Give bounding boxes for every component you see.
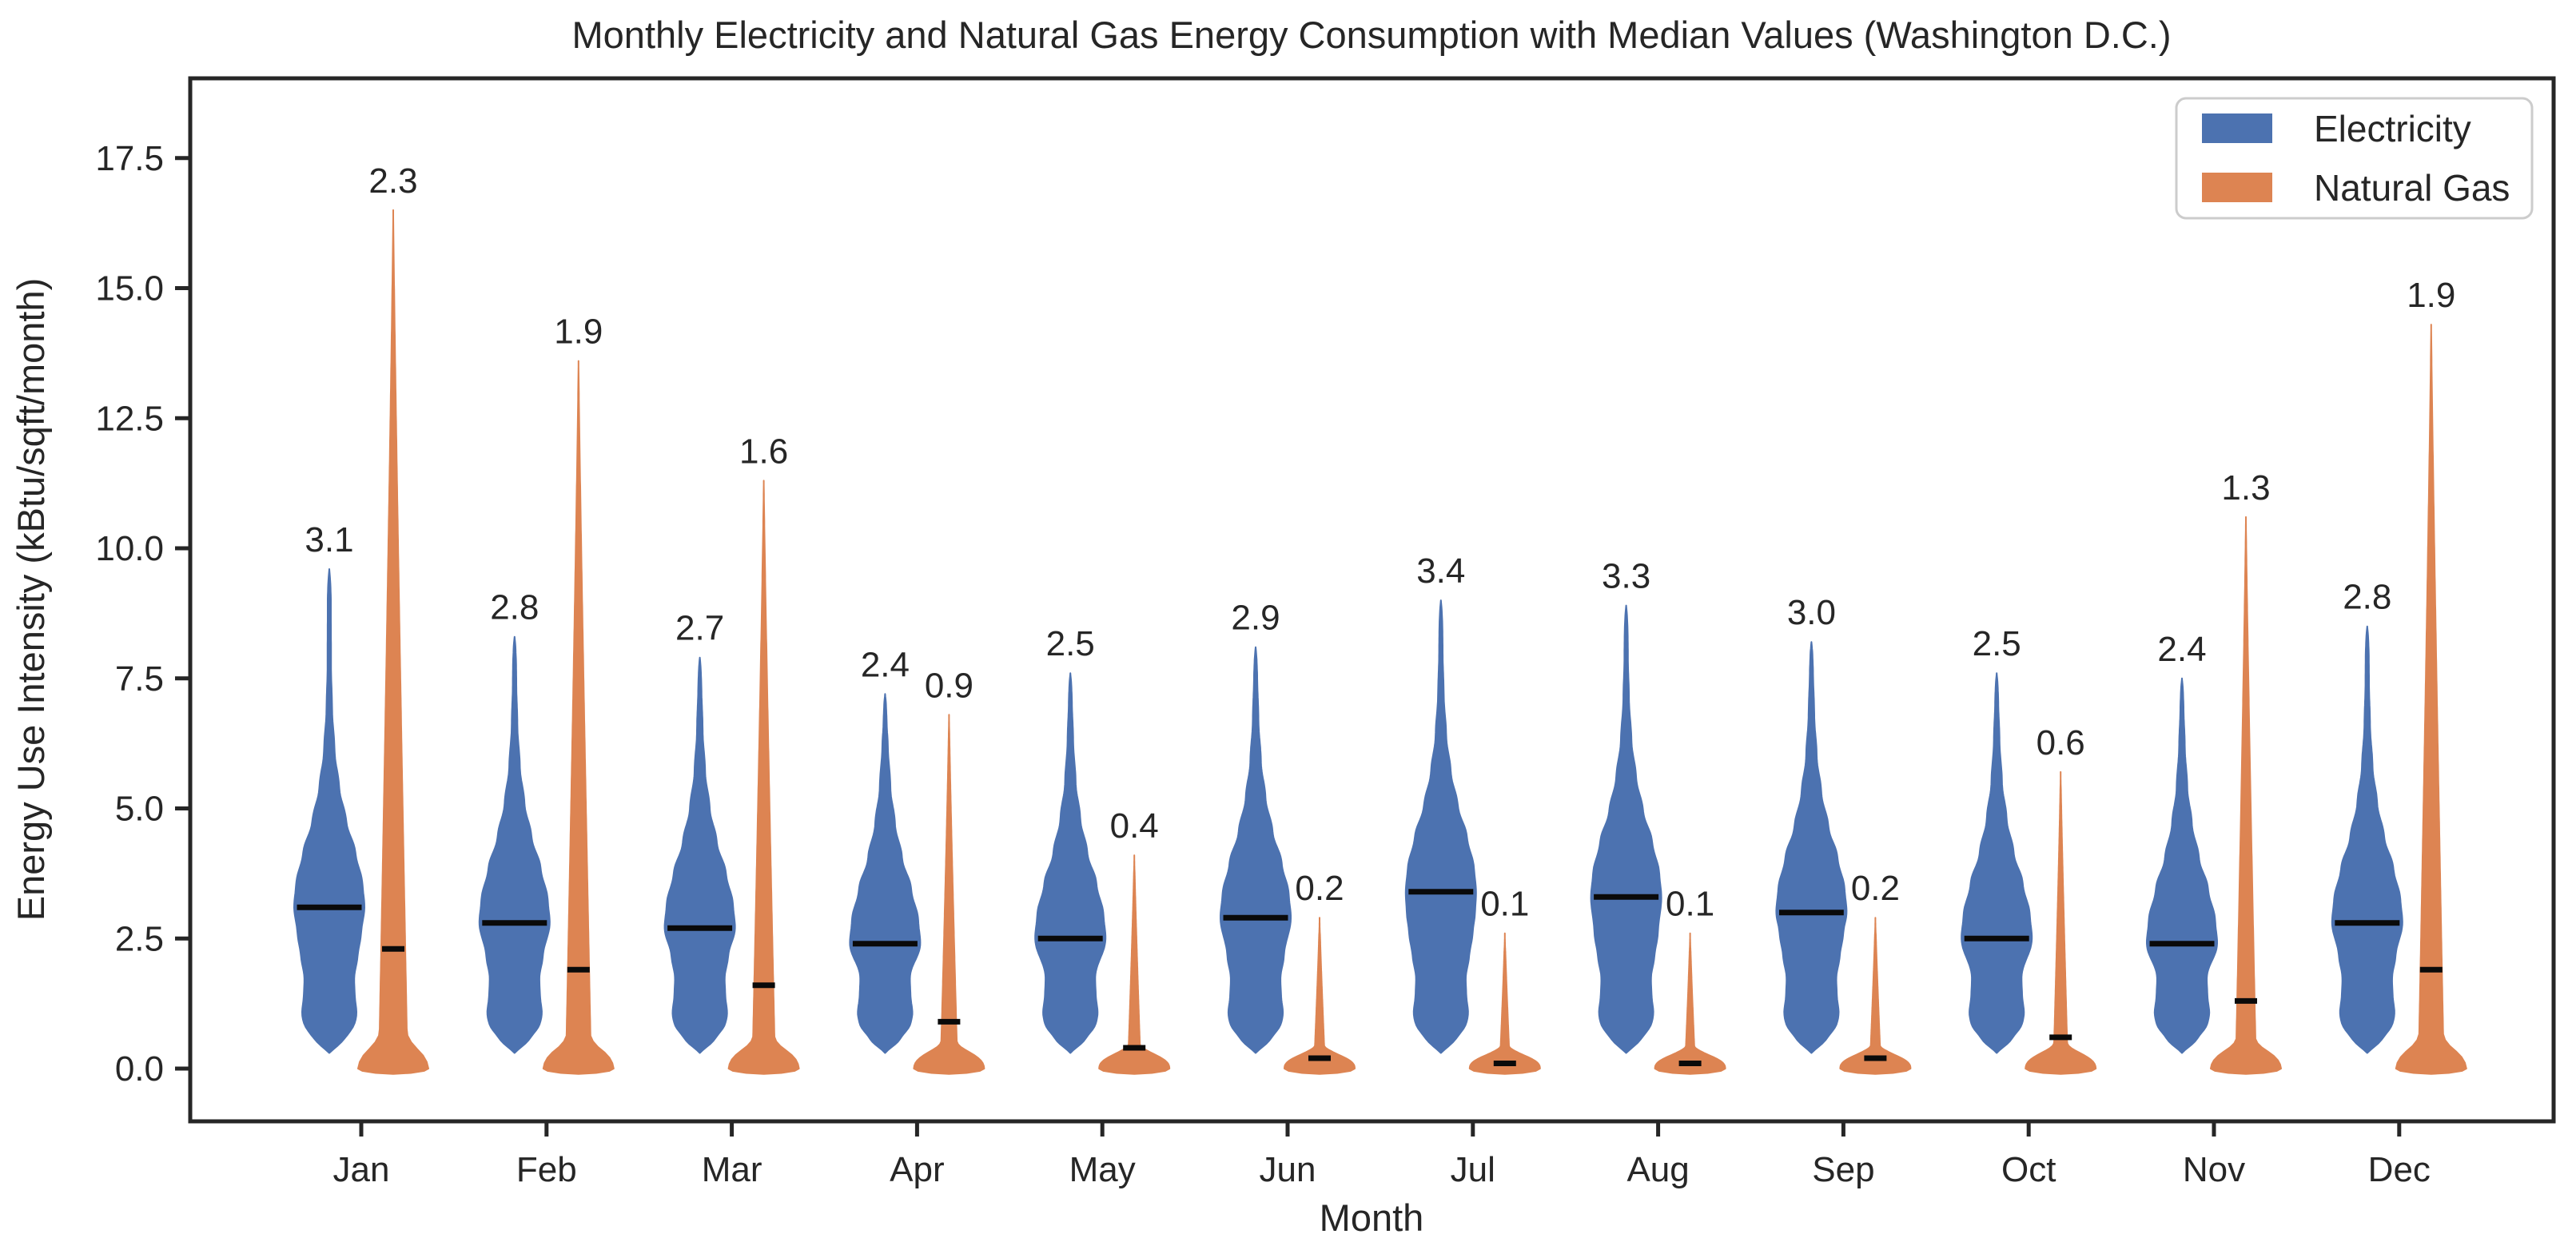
violin-electricity-feb [478, 635, 551, 1054]
violin-natural-gas-sep [1839, 917, 1912, 1075]
median-value-label-natural-gas-nov: 1.3 [2221, 468, 2270, 508]
y-tick-label-5.0: 5.0 [115, 790, 164, 829]
plot-frame [188, 76, 2556, 1124]
violin-natural-gas-aug [1654, 932, 1726, 1075]
median-value-label-natural-gas-feb: 1.9 [554, 313, 603, 352]
y-axis-label: Energy Use Intensity (kBtu/sqft/month) [10, 278, 52, 922]
median-value-label-natural-gas-jun: 0.2 [1295, 869, 1344, 908]
x-tick-label-jul: Jul [1451, 1150, 1495, 1189]
violin-electricity-mar [663, 656, 736, 1054]
x-tick-label-sep: Sep [1812, 1150, 1874, 1189]
median-value-label-natural-gas-sep: 0.2 [1851, 869, 1900, 908]
median-lines-layer [297, 889, 2443, 1066]
violin-natural-gas-nov [2210, 516, 2282, 1075]
median-value-label-natural-gas-mar: 1.6 [739, 432, 788, 471]
y-tick-label-7.5: 7.5 [115, 659, 164, 699]
violin-electricity-jul [1404, 599, 1477, 1054]
x-tick-label-apr: Apr [890, 1150, 944, 1189]
median-value-label-electricity-feb: 2.8 [490, 588, 539, 627]
x-tick-label-aug: Aug [1626, 1150, 1689, 1189]
y-tick-label-15.0: 15.0 [95, 269, 164, 309]
x-tick-label-may: May [1069, 1150, 1136, 1189]
violin-natural-gas-may [1098, 854, 1171, 1075]
chart-title: Monthly Electricity and Natural Gas Ener… [572, 14, 2172, 56]
median-value-label-electricity-jul: 3.4 [1416, 551, 1465, 591]
x-tick-label-jun: Jun [1260, 1150, 1316, 1189]
median-value-label-electricity-apr: 2.4 [861, 645, 910, 684]
legend-swatch-electricity [2202, 113, 2272, 143]
violin-natural-gas-dec [2395, 324, 2467, 1075]
violin-electricity-dec [2331, 625, 2403, 1054]
median-value-label-electricity-sep: 3.0 [1787, 593, 1836, 632]
median-value-label-natural-gas-aug: 0.1 [1666, 885, 1714, 924]
violin-electricity-jan [293, 568, 365, 1054]
median-value-label-natural-gas-jul: 0.1 [1480, 885, 1529, 924]
violin-electricity-oct [1961, 672, 2033, 1054]
violin-natural-gas-jul [1468, 932, 1541, 1075]
y-tick-label-0.0: 0.0 [115, 1049, 164, 1089]
median-value-label-natural-gas-oct: 0.6 [2037, 723, 2085, 762]
violin-natural-gas-apr [913, 714, 985, 1075]
x-tick-label-jan: Jan [333, 1150, 390, 1189]
legend-label-natural-gas: Natural Gas [2314, 167, 2510, 209]
x-tick-label-dec: Dec [2368, 1150, 2431, 1189]
violin-natural-gas-jun [1284, 917, 1356, 1075]
y-tick-label-2.5: 2.5 [115, 919, 164, 958]
legend-label-electricity: Electricity [2314, 108, 2471, 149]
median-value-label-electricity-jan: 3.1 [305, 520, 353, 559]
violin-electricity-nov [2146, 677, 2218, 1054]
median-value-label-electricity-jun: 2.9 [1231, 599, 1280, 638]
y-tick-label-10.0: 10.0 [95, 529, 164, 568]
y-tick-label-17.5: 17.5 [95, 139, 164, 178]
median-value-label-natural-gas-may: 0.4 [1110, 806, 1159, 846]
violin-electricity-apr [849, 693, 922, 1054]
x-tick-label-feb: Feb [516, 1150, 577, 1189]
violin-natural-gas-oct [2025, 770, 2097, 1075]
median-value-label-natural-gas-jan: 2.3 [368, 161, 417, 201]
violin-electricity-may [1034, 672, 1107, 1054]
median-value-labels-layer: 3.1 2.3 2.8 1.9 2.7 1.6 2.4 0.9 2.5 0.4 2.9 0.2 3.4 0… [305, 161, 2455, 924]
median-value-label-electricity-oct: 2.5 [1973, 624, 2021, 663]
violin-electricity-sep [1775, 641, 1848, 1054]
median-value-label-electricity-dec: 2.8 [2343, 578, 2391, 617]
median-value-label-natural-gas-dec: 1.9 [2407, 276, 2455, 315]
y-tick-label-12.5: 12.5 [95, 399, 164, 438]
legend-swatch-natural-gas [2202, 173, 2272, 202]
x-tick-label-mar: Mar [702, 1150, 762, 1189]
median-value-label-electricity-may: 2.5 [1046, 624, 1095, 663]
violins-layer [293, 209, 2467, 1075]
violin-natural-gas-mar [727, 480, 800, 1075]
violin-natural-gas-jan [357, 209, 429, 1075]
median-value-label-electricity-aug: 3.3 [1602, 557, 1650, 596]
violin-natural-gas-feb [542, 360, 615, 1075]
median-value-label-electricity-nov: 2.4 [2157, 630, 2206, 669]
x-tick-label-nov: Nov [2183, 1150, 2245, 1189]
x-tick-label-oct: Oct [2001, 1150, 2056, 1189]
violin-electricity-aug [1590, 604, 1662, 1054]
median-value-label-natural-gas-apr: 0.9 [925, 666, 973, 705]
x-axis-label: Month [1320, 1196, 1424, 1239]
violin-electricity-jun [1220, 646, 1292, 1054]
median-value-label-electricity-mar: 2.7 [675, 609, 724, 648]
axis-ticks-layer: Jan Feb Mar Apr May Jun Jul Aug Sep Oct Nov Dec 0.0 2… [95, 139, 2431, 1189]
legend: Electricity Natural Gas [2175, 97, 2534, 220]
